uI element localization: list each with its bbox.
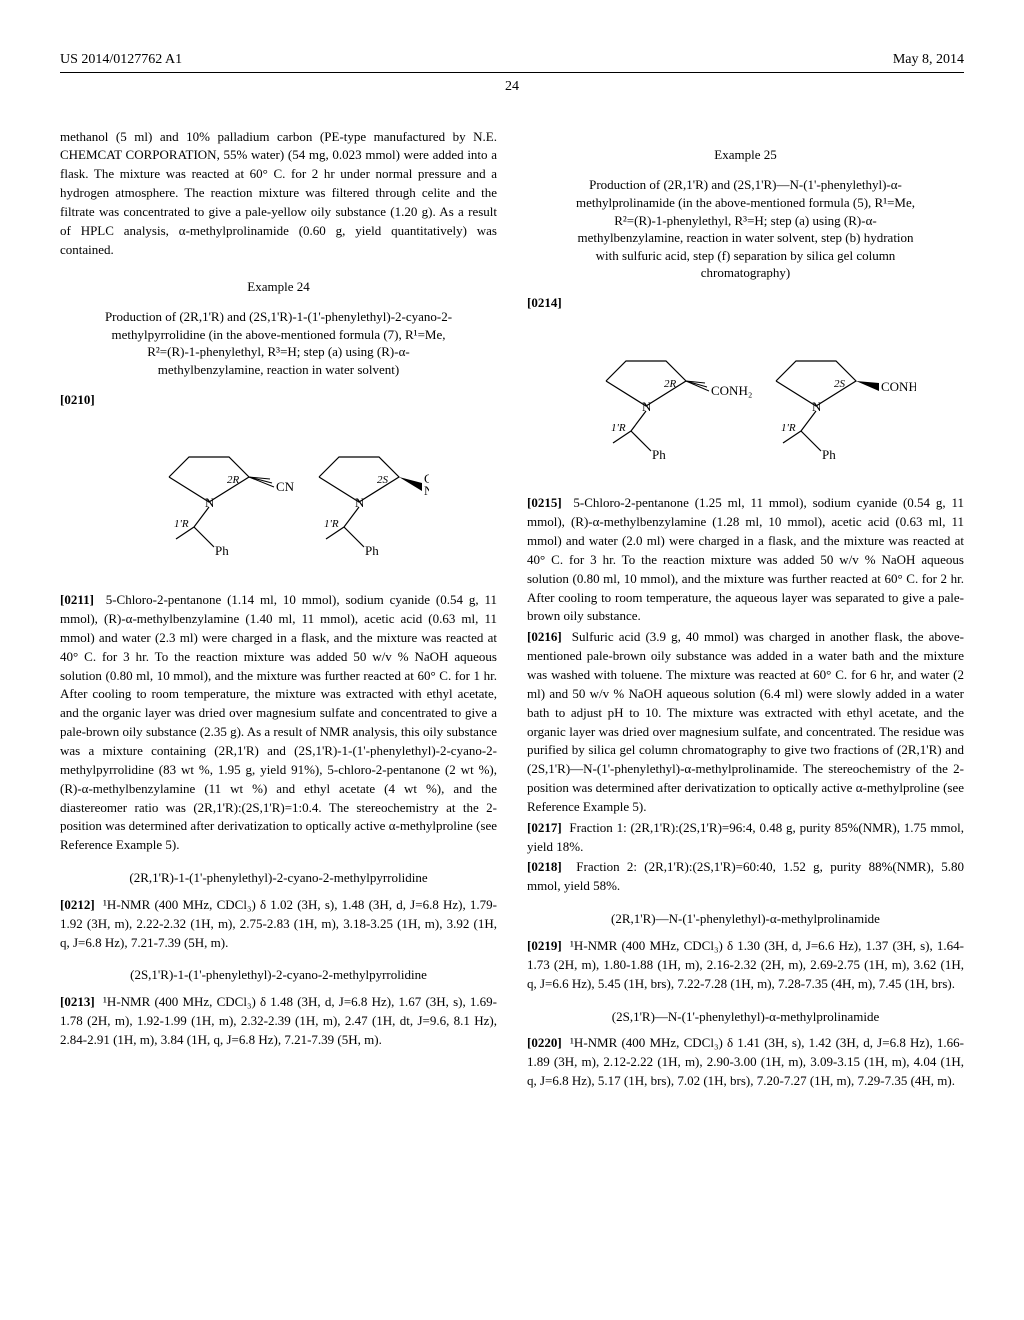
para-0213-text: ¹H-NMR (400 MHz, CDCl₃) δ 1.48 (3H, d, J… [60,994,497,1047]
right-column: Example 25 Production of (2R,1'R) and (2… [527,128,964,1093]
para-0220-number: [0220] [527,1035,562,1050]
svg-text:N: N [355,495,365,510]
svg-text:CONH₂: CONH₂ [881,379,916,394]
svg-text:1'R: 1'R [174,518,189,530]
svg-text:2S: 2S [377,474,389,486]
svg-text:Ph: Ph [365,543,379,558]
page-header: US 2014/0127762 A1 May 8, 2014 [60,50,964,73]
example-25-title: Example 25 [527,146,964,165]
para-0211-text: 5-Chloro-2-pentanone (1.14 ml, 10 mmol),… [60,592,497,852]
para-0220-text: ¹H-NMR (400 MHz, CDCl₃) δ 1.41 (3H, s), … [527,1035,964,1088]
structure-ex24: N 2R CN 1'R Ph N 2S C [60,427,497,573]
example-24-title: Example 24 [60,278,497,297]
compound-4-title: (2S,1'R)—N-(1'-phenylethyl)-α-methylprol… [527,1008,964,1027]
para-0217-text: Fraction 1: (2R,1'R):(2S,1'R)=96:4, 0.48… [527,820,964,854]
svg-text:N: N [812,399,822,414]
publication-date: May 8, 2014 [893,50,964,70]
svg-text:N: N [424,483,429,498]
svg-text:Ph: Ph [215,543,229,558]
left-column: methanol (5 ml) and 10% palladium carbon… [60,128,497,1093]
svg-text:2R: 2R [664,378,677,390]
publication-number: US 2014/0127762 A1 [60,50,182,70]
para-0215-number: [0215] [527,495,562,510]
svg-text:Ph: Ph [822,447,836,462]
example-24-subtitle: Production of (2R,1'R) and (2S,1'R)-1-(1… [100,308,457,378]
svg-text:CONH₂: CONH₂ [711,383,752,398]
svg-text:N: N [642,399,652,414]
para-0212-number: [0212] [60,897,95,912]
para-0216-text: Sulfuric acid (3.9 g, 40 mmol) was charg… [527,629,964,814]
compound-2-title: (2S,1'R)-1-(1'-phenylethyl)-2-cyano-2-me… [60,966,497,985]
example-25-subtitle: Production of (2R,1'R) and (2S,1'R)—N-(1… [567,176,924,281]
svg-text:Ph: Ph [652,447,666,462]
svg-text:2R: 2R [227,474,240,486]
para-0218-text: Fraction 2: (2R,1'R):(2S,1'R)=60:40, 1.5… [527,859,964,893]
para-0210-number: [0210] [60,392,95,407]
page-number: 24 [60,77,964,97]
svg-text:N: N [205,495,215,510]
para-0216-number: [0216] [527,629,562,644]
compound-3-title: (2R,1'R)—N-(1'-phenylethyl)-α-methylprol… [527,910,964,929]
paragraph-continuation: methanol (5 ml) and 10% palladium carbon… [60,128,497,260]
para-0213-number: [0213] [60,994,95,1009]
para-0212-text: ¹H-NMR (400 MHz, CDCl₃) δ 1.02 (3H, s), … [60,897,497,950]
para-0217-number: [0217] [527,820,562,835]
para-0214-number: [0214] [527,295,562,310]
svg-text:CN: CN [276,479,295,494]
para-0215-text: 5-Chloro-2-pentanone (1.25 ml, 11 mmol),… [527,495,964,623]
svg-text:1'R: 1'R [611,422,626,434]
para-0218-number: [0218] [527,859,562,874]
svg-text:1'R: 1'R [781,422,796,434]
para-0219-text: ¹H-NMR (400 MHz, CDCl₃) δ 1.30 (3H, d, J… [527,938,964,991]
svg-text:1'R: 1'R [324,518,339,530]
para-0219-number: [0219] [527,938,562,953]
structure-ex25: N 2R CONH₂ 1'R Ph N 2S CONH₂ [527,331,964,477]
svg-text:2S: 2S [834,378,846,390]
two-column-body: methanol (5 ml) and 10% palladium carbon… [60,128,964,1093]
para-0211-number: [0211] [60,592,94,607]
compound-1-title: (2R,1'R)-1-(1'-phenylethyl)-2-cyano-2-me… [60,869,497,888]
